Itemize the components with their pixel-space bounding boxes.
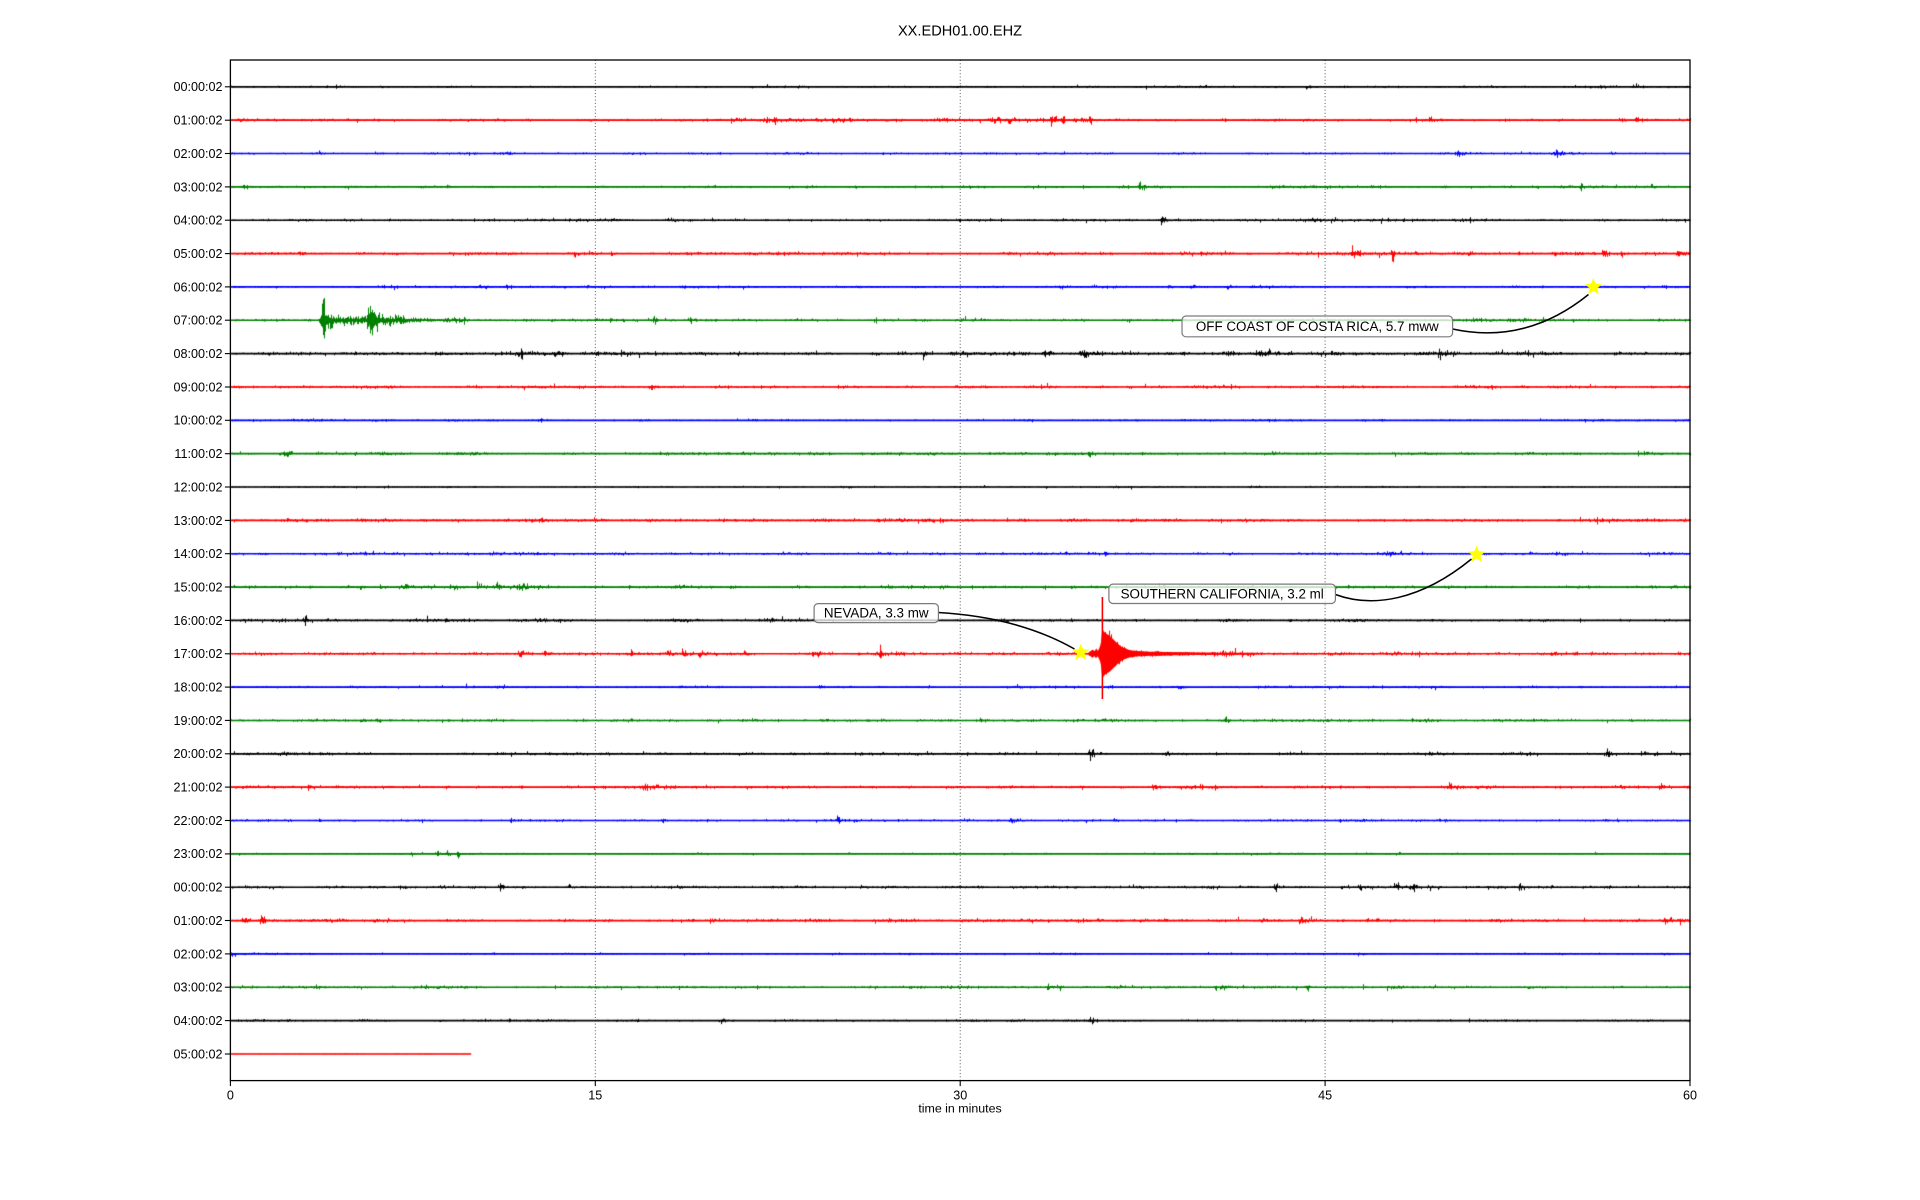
svg-text:45: 45 [1318, 1089, 1332, 1103]
svg-text:23:00:02: 23:00:02 [173, 847, 222, 861]
svg-text:17:00:02: 17:00:02 [173, 647, 222, 661]
svg-text:03:00:02: 03:00:02 [173, 981, 222, 995]
svg-text:10:00:02: 10:00:02 [173, 414, 222, 428]
svg-text:18:00:02: 18:00:02 [173, 681, 222, 695]
svg-text:20:00:02: 20:00:02 [173, 747, 222, 761]
svg-text:16:00:02: 16:00:02 [173, 614, 222, 628]
svg-text:12:00:02: 12:00:02 [173, 480, 222, 494]
svg-text:0: 0 [227, 1089, 234, 1103]
svg-text:time in minutes: time in minutes [918, 1102, 1001, 1116]
svg-text:21:00:02: 21:00:02 [173, 781, 222, 795]
svg-text:19:00:02: 19:00:02 [173, 714, 222, 728]
svg-text:13:00:02: 13:00:02 [173, 514, 222, 528]
svg-text:NEVADA, 3.3 mw: NEVADA, 3.3 mw [824, 606, 929, 621]
svg-text:00:00:02: 00:00:02 [173, 80, 222, 94]
svg-text:05:00:02: 05:00:02 [173, 247, 222, 261]
svg-text:08:00:02: 08:00:02 [173, 347, 222, 361]
svg-text:04:00:02: 04:00:02 [173, 1014, 222, 1028]
svg-text:OFF COAST OF COSTA RICA, 5.7 m: OFF COAST OF COSTA RICA, 5.7 mww [1196, 319, 1439, 334]
svg-text:30: 30 [953, 1089, 967, 1103]
svg-text:15: 15 [588, 1089, 602, 1103]
svg-text:22:00:02: 22:00:02 [173, 814, 222, 828]
svg-text:03:00:02: 03:00:02 [173, 180, 222, 194]
svg-text:07:00:02: 07:00:02 [173, 314, 222, 328]
svg-text:XX.EDH01.00.EHZ: XX.EDH01.00.EHZ [898, 24, 1022, 40]
svg-text:SOUTHERN CALIFORNIA, 3.2 ml: SOUTHERN CALIFORNIA, 3.2 ml [1121, 586, 1324, 601]
svg-text:06:00:02: 06:00:02 [173, 280, 222, 294]
svg-text:60: 60 [1683, 1089, 1697, 1103]
svg-text:02:00:02: 02:00:02 [173, 947, 222, 961]
svg-text:15:00:02: 15:00:02 [173, 580, 222, 594]
svg-text:11:00:02: 11:00:02 [174, 447, 222, 461]
svg-text:04:00:02: 04:00:02 [173, 214, 222, 228]
svg-text:14:00:02: 14:00:02 [173, 547, 222, 561]
svg-text:02:00:02: 02:00:02 [173, 147, 222, 161]
svg-text:01:00:02: 01:00:02 [173, 914, 222, 928]
svg-text:01:00:02: 01:00:02 [173, 114, 222, 128]
svg-text:09:00:02: 09:00:02 [173, 380, 222, 394]
svg-text:05:00:02: 05:00:02 [173, 1047, 222, 1061]
svg-text:00:00:02: 00:00:02 [173, 881, 222, 895]
